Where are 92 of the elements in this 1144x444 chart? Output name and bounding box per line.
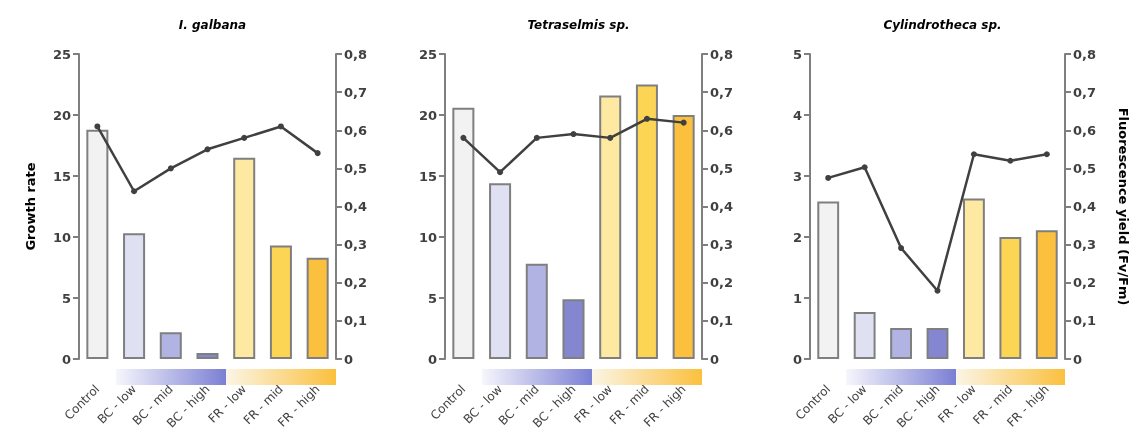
y2-tick-label: 0,8 <box>1073 46 1097 62</box>
y2-tick-label: 0,1 <box>344 313 368 329</box>
y-tick-label: 0 <box>427 351 437 367</box>
point <box>497 169 504 176</box>
y-tick-label: 2 <box>792 229 802 245</box>
bar <box>672 115 695 359</box>
y-tick-label: 15 <box>52 168 71 184</box>
y2-tick-label: 0 <box>1073 351 1083 367</box>
bar <box>269 245 292 359</box>
y-axis-title: Growth rate <box>23 162 38 251</box>
y2-tick-label: 0,4 <box>344 199 368 214</box>
point <box>607 134 614 141</box>
y-tick-label: 15 <box>418 168 437 184</box>
point <box>167 165 174 172</box>
y2-tick-label: 0,5 <box>710 160 734 176</box>
y2-tick-label: 0,7 <box>344 84 368 100</box>
bar <box>196 352 219 359</box>
bar <box>999 237 1022 359</box>
y2-tick-label: 0,3 <box>344 237 368 253</box>
y-tick-label: 10 <box>418 229 437 245</box>
y-tick-label: 0 <box>61 351 71 367</box>
chart-title: I. galbana <box>178 18 247 32</box>
y2-tick-label: 0,4 <box>1073 199 1097 214</box>
y2-tick-label: 0,2 <box>344 275 368 291</box>
y2-tick-label: 0,6 <box>710 122 734 138</box>
bar <box>926 327 949 359</box>
bar <box>635 84 658 359</box>
bar <box>452 107 475 359</box>
bar <box>86 129 109 359</box>
point <box>131 188 138 195</box>
y-tick-label: 20 <box>52 107 71 123</box>
y2-tick-label: 0 <box>710 351 720 367</box>
y2-tick-label: 0,6 <box>344 122 368 138</box>
y-tick-label: 25 <box>418 46 437 62</box>
y2-tick-label: 0,7 <box>710 84 734 100</box>
y2-tick-label: 0,2 <box>1073 275 1097 291</box>
point <box>241 134 248 141</box>
y2-tick-label: 0,6 <box>1073 122 1097 138</box>
y-tick-label: 4 <box>792 107 802 123</box>
y-tick-label: 10 <box>52 229 71 245</box>
y2-axis-title: Fluorescence yield (Fv/Fm) <box>1116 107 1131 306</box>
point <box>94 123 101 130</box>
y2-tick-label: 0 <box>344 351 354 367</box>
chart-title: Tetraselmis sp. <box>527 18 630 32</box>
y2-tick-label: 0,1 <box>1073 313 1097 329</box>
y-tick-label: 1 <box>792 290 802 306</box>
bar <box>599 95 622 359</box>
point <box>680 119 687 126</box>
y-tick-label: 3 <box>792 168 802 184</box>
point <box>314 150 321 157</box>
point <box>460 134 467 141</box>
y2-tick-label: 0,8 <box>344 46 368 62</box>
bar <box>233 157 256 359</box>
point <box>1007 157 1014 164</box>
point <box>1043 151 1050 158</box>
point <box>825 174 832 181</box>
y2-tick-label: 0,5 <box>1073 160 1097 176</box>
point <box>898 245 905 252</box>
y2-tick-label: 0,3 <box>710 237 734 253</box>
y-tick-label: 20 <box>418 107 437 123</box>
bar <box>890 327 912 359</box>
bar <box>853 312 876 359</box>
bar <box>306 257 329 359</box>
y2-tick-label: 0,7 <box>1073 84 1097 100</box>
y-tick-label: 5 <box>61 290 71 306</box>
point <box>861 164 868 171</box>
point <box>643 115 650 122</box>
y2-tick-label: 0,5 <box>344 160 368 176</box>
bar <box>159 332 182 359</box>
bar <box>562 299 585 359</box>
y2-tick-label: 0,8 <box>710 46 734 62</box>
bar <box>525 263 548 359</box>
bar <box>489 183 512 359</box>
point <box>934 287 941 294</box>
y-tick-label: 5 <box>427 290 437 306</box>
bar <box>123 233 146 359</box>
y-tick-label: 5 <box>792 46 802 62</box>
point <box>533 134 540 141</box>
chart-title: Cylindrotheca sp. <box>883 18 1002 32</box>
y2-tick-label: 0,3 <box>1073 237 1097 253</box>
point <box>570 131 577 138</box>
y-tick-label: 25 <box>52 46 71 62</box>
point <box>204 146 211 153</box>
bar <box>963 198 985 359</box>
y2-tick-label: 0,4 <box>710 199 734 214</box>
y2-tick-label: 0,1 <box>710 313 734 329</box>
y2-tick-label: 0,2 <box>710 275 734 291</box>
bar <box>817 201 840 359</box>
bar <box>1035 230 1058 359</box>
point <box>277 123 284 130</box>
y-tick-label: 0 <box>792 351 802 367</box>
point <box>970 151 977 158</box>
